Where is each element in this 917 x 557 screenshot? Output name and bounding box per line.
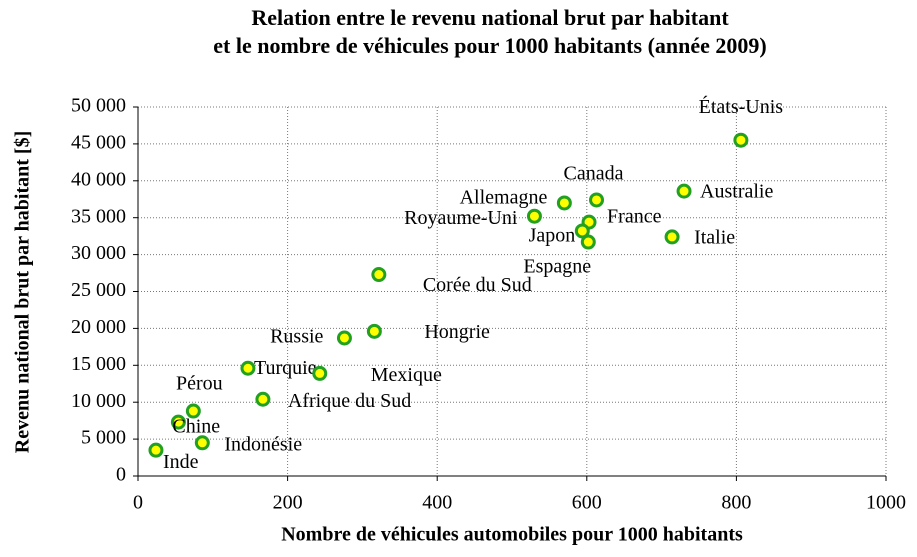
y-tick-label: 10 000 xyxy=(71,390,126,412)
x-tick-label: 600 xyxy=(572,492,602,514)
point xyxy=(664,229,680,245)
point-label: Indonésie xyxy=(224,433,302,455)
point-label: Canada xyxy=(564,163,624,185)
x-tick-label: 400 xyxy=(422,492,452,514)
point xyxy=(366,323,382,339)
y-tick-label: 5 000 xyxy=(81,427,126,449)
point xyxy=(580,234,596,250)
y-tick-label: 35 000 xyxy=(71,205,126,227)
point-label: Hongrie xyxy=(424,321,490,343)
y-tick-label: 0 xyxy=(116,464,126,486)
y-tick-label: 45 000 xyxy=(71,131,126,153)
point-label: Mexique xyxy=(371,364,442,386)
point-label: Corée du Sud xyxy=(423,274,532,296)
point-label: Allemagne xyxy=(460,187,548,209)
chart-title: et le nombre de véhicules pour 1000 habi… xyxy=(213,33,766,58)
point xyxy=(185,403,201,419)
point-label: Japon xyxy=(529,225,576,247)
point-label: Australie xyxy=(700,181,773,203)
y-tick-label: 40 000 xyxy=(71,168,126,190)
point xyxy=(336,330,352,346)
point xyxy=(170,414,186,430)
point-label: Turquie xyxy=(254,357,317,379)
point-label: États-Unis xyxy=(699,95,784,118)
x-tick-label: 200 xyxy=(273,492,303,514)
point xyxy=(312,365,328,381)
point-label: France xyxy=(607,206,662,228)
y-tick-label: 50 000 xyxy=(71,95,126,117)
point xyxy=(194,435,210,451)
y-tick-label: 25 000 xyxy=(71,279,126,301)
x-tick-label: 0 xyxy=(133,492,143,514)
point xyxy=(371,267,387,283)
point xyxy=(526,208,542,224)
point-label: Inde xyxy=(163,451,199,473)
point-label: Italie xyxy=(694,226,735,248)
x-tick-label: 800 xyxy=(721,492,751,514)
y-axis-title: Revenu national brut par habitant [$] xyxy=(12,131,34,453)
point xyxy=(574,223,590,239)
x-axis-title: Nombre de véhicules automobiles pour 100… xyxy=(281,524,743,546)
chart-title: Relation entre le revenu national brut p… xyxy=(251,5,729,30)
point-label: Chine xyxy=(172,416,220,438)
y-tick-label: 30 000 xyxy=(71,242,126,264)
point-label: Russie xyxy=(270,326,323,348)
point-label: Espagne xyxy=(523,256,591,278)
point xyxy=(589,192,605,208)
point xyxy=(676,183,692,199)
point xyxy=(148,442,164,458)
x-tick-label: 1000 xyxy=(866,492,906,514)
point-label: Royaume-Uni xyxy=(404,207,518,229)
y-tick-label: 20 000 xyxy=(71,316,126,338)
point xyxy=(733,132,749,148)
y-tick-label: 15 000 xyxy=(71,353,126,375)
point-label: Pérou xyxy=(176,373,223,395)
point xyxy=(240,360,256,376)
point xyxy=(556,195,572,211)
point-label: Afrique du Sud xyxy=(288,390,411,412)
point xyxy=(255,391,271,407)
